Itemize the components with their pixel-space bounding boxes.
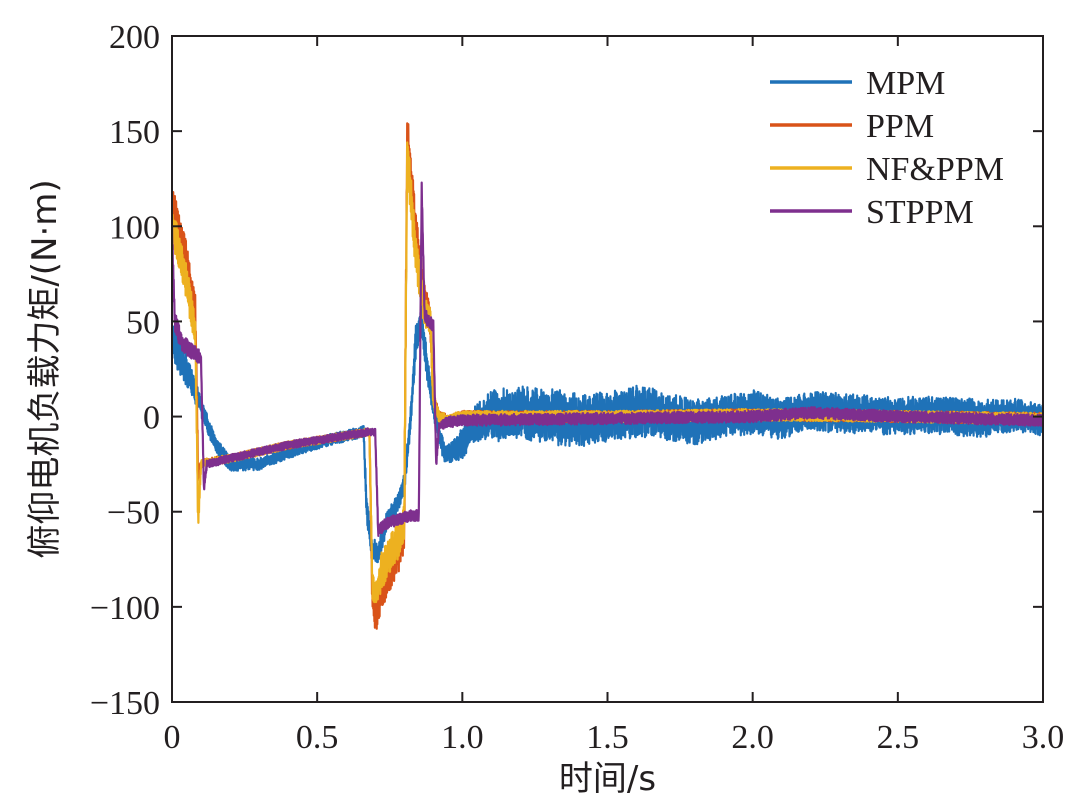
legend-label: PPM <box>866 108 934 145</box>
x-tick-label: 2.0 <box>731 719 774 756</box>
series-layer <box>172 122 1043 630</box>
series-line-mpm <box>172 305 1043 564</box>
x-tick-label: 2.5 <box>877 719 920 756</box>
x-tick-label: 1.0 <box>441 719 484 756</box>
y-axis-label: 俯仰电机负载力矩/(N·m) <box>25 179 65 558</box>
series-line-stppm <box>172 181 1043 537</box>
y-tick-label: 100 <box>109 209 160 246</box>
axis-ticks: 0 0.5 1.0 1.5 2.0 2.5 3.0 −150 −100 −50 0 50 100 150 2… <box>90 19 1064 756</box>
y-tick-label: 50 <box>126 304 160 341</box>
y-tick-label: 0 <box>143 400 160 437</box>
x-tick-label: 0 <box>164 719 181 756</box>
x-axis-label: 时间/s <box>559 759 656 799</box>
y-tick-label: −50 <box>107 495 160 532</box>
y-tick-label: −150 <box>90 685 160 722</box>
x-tick-label: 1.5 <box>586 719 629 756</box>
x-tick-label: 3.0 <box>1022 719 1065 756</box>
legend: MPM PPM NF&PPM STPPM <box>770 65 1004 231</box>
x-tick-label: 0.5 <box>296 719 339 756</box>
legend-label: NF&PPM <box>866 151 1004 188</box>
legend-label: STPPM <box>866 194 974 231</box>
y-tick-label: −100 <box>90 590 160 627</box>
y-tick-label: 200 <box>109 19 160 56</box>
y-tick-label: 150 <box>109 114 160 151</box>
legend-label: MPM <box>866 65 945 102</box>
